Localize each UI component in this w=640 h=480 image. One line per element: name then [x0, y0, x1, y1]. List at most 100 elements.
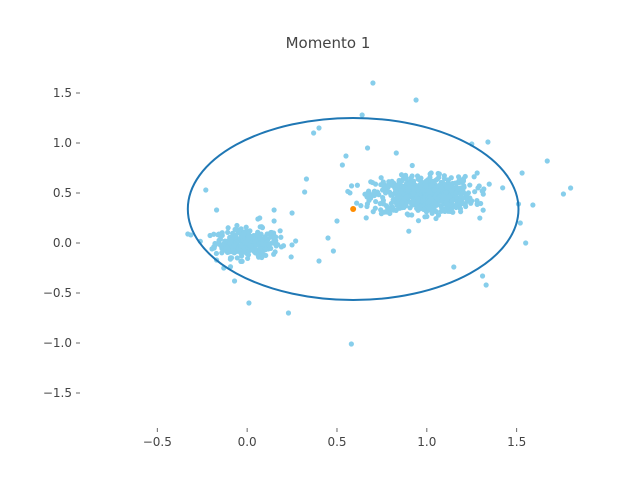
- data-point: [288, 254, 294, 260]
- data-point: [236, 247, 243, 253]
- data-point: [268, 229, 274, 236]
- data-point: [226, 249, 232, 255]
- data-point: [517, 220, 523, 226]
- data-point: [405, 188, 411, 194]
- data-point: [523, 240, 529, 246]
- chart-title: Momento 1: [286, 34, 371, 52]
- data-point: [519, 170, 525, 176]
- data-point: [285, 310, 292, 316]
- data-point: [245, 236, 251, 243]
- data-point: [458, 209, 464, 215]
- data-point: [364, 191, 370, 197]
- data-point: [246, 300, 252, 306]
- data-point: [371, 188, 378, 194]
- data-point: [433, 215, 439, 222]
- data-point: [303, 176, 310, 182]
- data-point: [221, 241, 227, 247]
- data-point: [263, 246, 269, 252]
- data-point: [436, 187, 442, 193]
- data-point: [389, 182, 395, 188]
- data-point: [354, 182, 360, 188]
- data-point: [568, 185, 574, 191]
- data-point: [480, 207, 486, 213]
- data-point: [372, 181, 379, 187]
- data-point: [372, 205, 378, 211]
- data-point: [436, 171, 442, 177]
- data-point: [348, 341, 354, 347]
- data-point: [225, 225, 231, 231]
- data-point: [316, 258, 322, 264]
- data-point: [381, 209, 388, 215]
- data-point: [463, 203, 469, 210]
- y-tick-label: 1.0: [53, 136, 72, 150]
- data-point: [266, 242, 272, 248]
- data-point: [394, 194, 400, 200]
- data-point: [389, 178, 395, 184]
- data-point: [544, 158, 550, 164]
- data-point: [363, 215, 369, 221]
- data-point: [289, 242, 295, 248]
- x-tick-label: 0.5: [327, 435, 346, 449]
- data-point: [417, 183, 423, 189]
- data-point: [430, 179, 436, 185]
- data-point: [445, 177, 452, 183]
- data-point: [479, 273, 486, 279]
- data-point: [237, 242, 244, 249]
- data-point: [472, 189, 478, 195]
- data-point: [216, 231, 222, 237]
- data-point: [380, 200, 386, 206]
- data-point: [278, 234, 284, 240]
- data-point: [207, 232, 213, 239]
- data-point: [371, 192, 377, 199]
- data-point: [467, 182, 473, 188]
- data-point: [270, 239, 277, 245]
- data-point: [415, 176, 421, 182]
- x-tick-label: 1.0: [417, 435, 436, 449]
- data-point: [259, 237, 265, 243]
- data-point: [234, 226, 240, 233]
- data-point: [330, 248, 336, 254]
- data-point: [271, 251, 277, 257]
- data-point: [404, 211, 410, 217]
- data-point: [419, 187, 426, 193]
- data-point: [480, 188, 486, 195]
- data-point: [426, 189, 433, 195]
- data-point: [234, 255, 240, 261]
- data-point: [334, 218, 340, 224]
- data-point: [409, 162, 415, 169]
- data-point: [238, 258, 244, 265]
- data-point: [413, 97, 419, 103]
- data-point: [431, 187, 438, 194]
- data-point: [213, 207, 220, 213]
- data-point: [451, 264, 457, 270]
- data-point: [428, 170, 434, 176]
- data-point: [393, 150, 399, 156]
- data-point: [459, 177, 465, 183]
- data-point: [402, 172, 409, 178]
- data-point: [242, 248, 248, 254]
- data-point: [345, 188, 351, 195]
- points-layer: [185, 80, 574, 347]
- y-axis: −1.5 −1.0 −0.5 0.0 0.5 1.0 1.5: [43, 86, 80, 400]
- data-point: [259, 250, 265, 256]
- data-point: [212, 243, 218, 249]
- x-tick-label: −0.5: [143, 435, 172, 449]
- data-point: [339, 162, 345, 168]
- data-point: [234, 222, 240, 229]
- data-point: [411, 186, 417, 192]
- data-point: [392, 188, 399, 195]
- data-point: [280, 243, 287, 249]
- data-point: [359, 112, 365, 118]
- data-point: [248, 243, 254, 249]
- x-tick-label: 1.5: [507, 435, 526, 449]
- data-point: [229, 230, 236, 236]
- center-layer: [350, 206, 357, 212]
- data-point: [485, 139, 491, 145]
- data-point: [406, 228, 412, 234]
- data-point: [409, 173, 415, 179]
- data-point: [476, 183, 482, 189]
- data-point: [225, 229, 231, 235]
- data-point: [368, 179, 374, 185]
